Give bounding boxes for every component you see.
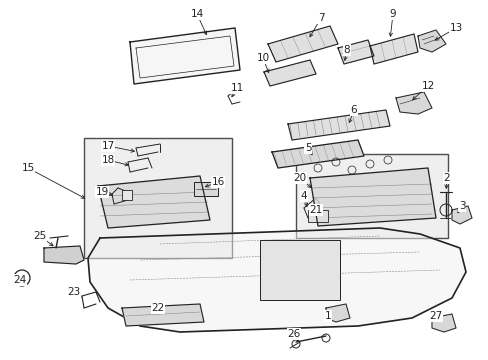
Polygon shape: [451, 206, 471, 224]
Text: 9: 9: [389, 9, 395, 19]
Text: 4: 4: [300, 191, 306, 201]
Text: 19: 19: [95, 187, 108, 197]
Polygon shape: [267, 26, 337, 62]
Text: 18: 18: [101, 155, 114, 165]
Bar: [84, 138, 231, 258]
Bar: [194, 182, 218, 196]
Polygon shape: [271, 140, 363, 168]
Text: 25: 25: [33, 231, 46, 241]
Bar: [307, 210, 327, 222]
Polygon shape: [88, 228, 465, 332]
Polygon shape: [309, 168, 435, 226]
Polygon shape: [417, 30, 445, 52]
Polygon shape: [130, 28, 240, 84]
Polygon shape: [395, 92, 431, 114]
Circle shape: [19, 275, 25, 281]
Text: 2: 2: [443, 173, 449, 183]
Text: 22: 22: [151, 303, 164, 313]
Text: 26: 26: [287, 329, 300, 339]
Text: 13: 13: [448, 23, 462, 33]
Text: 1: 1: [324, 311, 331, 321]
Bar: [260, 240, 339, 300]
Text: 27: 27: [428, 311, 442, 321]
Text: 8: 8: [343, 45, 349, 55]
Bar: [295, 154, 447, 238]
Bar: [122, 190, 132, 200]
Polygon shape: [44, 246, 84, 264]
Text: 15: 15: [21, 163, 35, 173]
Polygon shape: [325, 304, 349, 322]
Polygon shape: [369, 34, 417, 64]
Text: 7: 7: [317, 13, 324, 23]
Text: 20: 20: [293, 173, 306, 183]
Polygon shape: [287, 110, 389, 140]
Polygon shape: [337, 40, 373, 64]
Polygon shape: [122, 304, 203, 326]
Text: 14: 14: [190, 9, 203, 19]
Text: 21: 21: [309, 205, 322, 215]
Text: 16: 16: [211, 177, 224, 187]
Text: 12: 12: [421, 81, 434, 91]
Text: 23: 23: [67, 287, 81, 297]
Polygon shape: [98, 176, 209, 228]
Text: 6: 6: [350, 105, 357, 115]
Text: 5: 5: [304, 143, 311, 153]
Polygon shape: [431, 314, 455, 332]
Polygon shape: [264, 60, 315, 86]
Text: 10: 10: [256, 53, 269, 63]
Text: 3: 3: [458, 201, 465, 211]
Text: 24: 24: [13, 275, 26, 285]
Text: 17: 17: [101, 141, 114, 151]
Text: 11: 11: [230, 83, 243, 93]
